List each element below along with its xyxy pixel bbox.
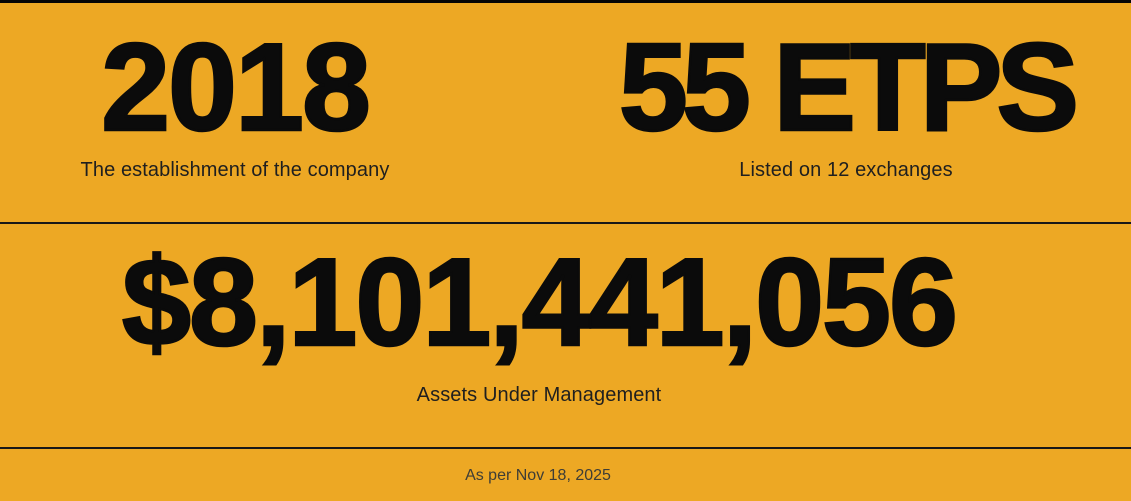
stat-label-establishment-year: The establishment of the company — [80, 159, 390, 181]
stat-label-etps-count: Listed on 12 exchanges — [739, 159, 953, 181]
row-divider-top — [0, 222, 1131, 224]
stat-assets-under-management: $8,101,441,056 Assets Under Management — [121, 234, 959, 407]
stat-label-assets-under-management: Assets Under Management — [416, 384, 662, 406]
top-border — [0, 0, 1131, 3]
stat-establishment-year: 2018 The establishment of the company — [80, 19, 390, 182]
stat-value-assets-under-management: $8,101,441,056 — [121, 234, 959, 372]
row-divider-bottom — [0, 447, 1131, 449]
stat-value-establishment-year: 2018 — [100, 19, 372, 157]
stat-etps-count: 55 ETPS Listed on 12 exchanges — [618, 19, 1081, 182]
stat-value-etps-count: 55 ETPS — [618, 19, 1081, 157]
as-of-date: As per Nov 18, 2025 — [465, 467, 611, 484]
